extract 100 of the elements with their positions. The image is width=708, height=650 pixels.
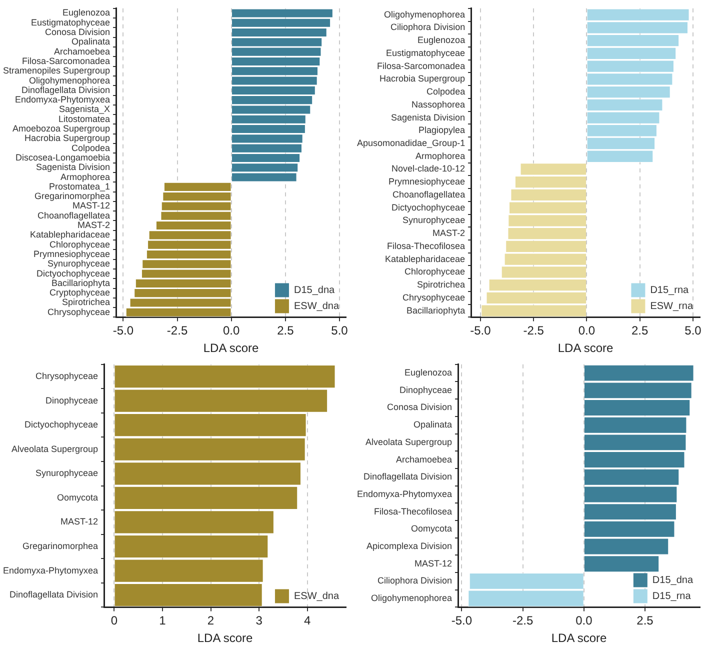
- y-tick-label: Chlorophyceae: [50, 239, 110, 250]
- y-tick-label: Katablepharidaceae: [384, 254, 466, 264]
- y-tick-label: Filosa-Thecofilosea: [387, 240, 466, 251]
- y-tick-label: Filosa-Sarcomonadea: [377, 60, 466, 71]
- x-tick-label: 0.0: [223, 324, 240, 338]
- y-tick-label: Dinoflagellata Division: [22, 84, 110, 95]
- y-tick-label: Archamoebea: [54, 46, 110, 56]
- y-tick-label: Bacillariophyta: [52, 278, 110, 288]
- y-tick-label: Bacillariophyta: [406, 305, 466, 316]
- x-tick-label: 2.5: [277, 324, 294, 338]
- y-tick-label: Euglenozoa: [62, 8, 110, 18]
- y-tick-label: Conosa Division: [45, 27, 110, 38]
- x-axis-title: LDA score: [197, 631, 254, 646]
- y-tick-label: Dictyochophyceae: [392, 202, 466, 212]
- y-tick-label: Oomycota: [57, 492, 98, 502]
- x-axis-title: LDA score: [551, 631, 608, 646]
- legend-label: D15_rna: [650, 284, 690, 296]
- y-tick-label: Gregarinomorphea: [22, 540, 98, 551]
- y-tick-label: Oomycota: [411, 524, 452, 534]
- y-tick-label: Prostomatea_1: [49, 181, 110, 192]
- y-tick-label: Colpodea: [426, 86, 466, 97]
- y-tick-label: Katablepharidaceae: [30, 230, 110, 240]
- y-tick-label: Dinophyceae: [399, 384, 452, 395]
- y-tick-label: Synurophyceae: [48, 258, 110, 269]
- legend-label: D15_rna: [652, 590, 692, 602]
- y-tick-label: Hacrobia Supergroup: [24, 133, 110, 144]
- legend-label: D15_dna: [652, 574, 694, 586]
- y-tick-label: Endomyxa-Phytomyxea: [15, 94, 110, 105]
- y-tick-label: Prymnesiophyceae: [388, 176, 466, 187]
- y-tick-label: Filosa-Thecofilosea: [374, 506, 452, 516]
- x-tick-label: -2.5: [166, 324, 188, 338]
- x-tick-label: 4: [304, 614, 312, 628]
- y-tick-label: Nassophorea: [412, 99, 466, 110]
- y-tick-label: Sagenista_X: [59, 104, 110, 114]
- y-tick-label: Ciliophora Division: [378, 576, 452, 586]
- y-tick-label: Dinoflagellata Division: [9, 590, 98, 600]
- x-tick-label: -2.5: [512, 614, 534, 628]
- y-tick-label: Choanoflagellatea: [392, 189, 466, 200]
- y-tick-label: Synurophyceae: [402, 215, 466, 226]
- y-tick-label: Litostomatea: [58, 114, 110, 124]
- y-tick-label: Sagenista Division: [36, 162, 110, 172]
- y-tick-label: Opalinata: [72, 36, 110, 47]
- y-tick-label: Discosea-Longamoebia: [16, 152, 110, 162]
- y-tick-label: Colpodea: [72, 142, 110, 153]
- x-tick-label: 3: [256, 614, 263, 628]
- legend-label: ESW_rna: [650, 300, 694, 312]
- x-tick-label: 0.0: [576, 614, 593, 628]
- y-tick-label: MAST-12: [414, 558, 452, 568]
- y-tick-label: Chrysophyceae: [35, 371, 98, 382]
- y-tick-label: Alveolata Supergroup: [365, 436, 452, 447]
- y-tick-label: Filosa-Sarcomonadea: [22, 56, 110, 66]
- x-tick-label: 5.0: [331, 324, 348, 338]
- y-tick-label: Dictyochophyceae: [36, 268, 110, 278]
- y-tick-label: Oligohymenophorea: [384, 9, 466, 20]
- x-tick-label: 0: [110, 614, 118, 628]
- x-tick-label: 1: [159, 614, 166, 628]
- y-tick-label: MAST-2: [78, 220, 110, 230]
- x-tick-label: 2.5: [632, 324, 649, 338]
- y-tick-label: MAST-12: [72, 200, 110, 211]
- y-tick-label: Choanoflagellatea: [38, 210, 110, 220]
- y-tick-label: Armophorea: [60, 172, 110, 182]
- y-tick-label: Eustigmatophyceae: [386, 48, 466, 58]
- y-tick-label: Alveolata Supergroup: [11, 444, 98, 454]
- y-tick-label: Conosa Division: [387, 402, 452, 412]
- y-tick-label: Endomyxa-Phytomyxea: [356, 488, 452, 499]
- x-tick-label: 0.0: [578, 324, 596, 338]
- x-tick-label: 2.5: [636, 614, 654, 628]
- y-tick-label: Apicomplexa Division: [366, 540, 452, 551]
- y-tick-label: Stramenopiles Supergroup: [2, 66, 110, 76]
- y-tick-label: Endomyxa-Phytomyxea: [2, 565, 98, 576]
- legend-label: D15_dna: [294, 284, 336, 296]
- y-tick-label: Oligohymenophorea: [370, 593, 452, 604]
- y-tick-label: Gregarinomorphea: [34, 191, 110, 202]
- x-tick-label: -5.0: [470, 324, 492, 338]
- y-tick-label: Chrysophyceae: [402, 292, 466, 302]
- x-tick-label: 5.0: [684, 324, 702, 338]
- x-tick-label: -5.0: [112, 324, 134, 338]
- x-tick-label: 2: [207, 614, 214, 628]
- y-tick-label: Armophorea: [416, 150, 466, 161]
- y-tick-label: Spirotrichea: [62, 297, 110, 308]
- y-tick-label: Opalinata: [414, 420, 452, 430]
- y-tick-label: Ciliophora Division: [390, 22, 466, 32]
- x-tick-label: -5.0: [451, 614, 472, 628]
- y-tick-label: Spirotrichea: [417, 280, 466, 290]
- y-tick-label: Eustigmatophyceae: [31, 17, 110, 28]
- x-axis-title: LDA score: [558, 341, 614, 356]
- x-axis-title: LDA score: [203, 341, 260, 356]
- y-tick-label: Hacrobia Supergroup: [380, 74, 466, 84]
- y-tick-label: MAST-12: [60, 516, 98, 527]
- y-tick-label: Synurophyceae: [35, 468, 98, 478]
- y-tick-label: Sagenista Division: [391, 112, 466, 122]
- y-tick-label: MAST-2: [432, 228, 466, 238]
- y-tick-label: Dictyochophyceae: [24, 420, 98, 430]
- y-tick-label: Dinoflagellata Division: [363, 472, 452, 482]
- y-tick-label: Dinophyceae: [45, 395, 98, 406]
- y-tick-label: Prymnesiophyceae: [34, 248, 110, 259]
- y-tick-label: Euglenozoa: [418, 35, 466, 46]
- y-tick-label: Plagiopylea: [418, 125, 466, 136]
- y-tick-label: Amoebozoa Supergroup: [12, 124, 110, 134]
- legend-label: ESW_dna: [294, 300, 340, 312]
